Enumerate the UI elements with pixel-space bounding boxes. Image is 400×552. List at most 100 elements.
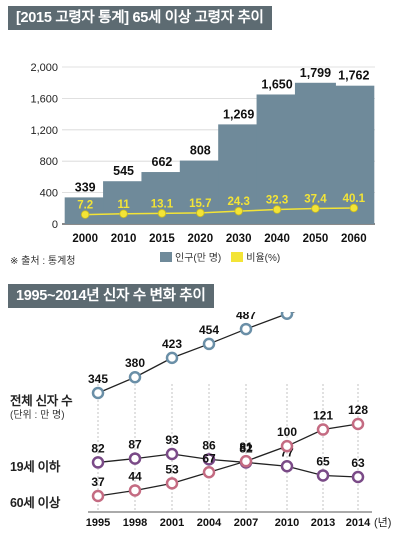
ratio-point xyxy=(196,208,205,218)
series-point xyxy=(165,351,179,365)
series-point xyxy=(202,453,216,466)
series-value-label: 454 xyxy=(199,323,219,337)
series-value-label: 67 xyxy=(202,451,216,465)
ratio-value-label: 13.1 xyxy=(151,198,174,210)
series-line xyxy=(97,312,296,394)
series-value-label: 87 xyxy=(128,438,142,452)
x-tick-label: 2015 xyxy=(149,233,175,245)
x-tick-label: 2060 xyxy=(341,233,367,245)
population-swatch xyxy=(160,251,172,262)
legend-item-ratio: 비율(%) xyxy=(231,249,280,264)
legend: 인구(만 명) 비율(%) xyxy=(160,249,280,264)
series-point xyxy=(202,466,216,479)
ratio-value-label: 32.3 xyxy=(266,195,288,207)
legend-ratio-label: 비율(%) xyxy=(246,253,281,264)
line-chart: 3453804234544875215445568287938682776563… xyxy=(86,312,372,529)
x-tick-label: 2001 xyxy=(160,517,184,529)
series-line xyxy=(97,423,359,497)
source-note: ※ 출처 : 통계청 xyxy=(10,256,76,267)
series-point xyxy=(280,460,294,473)
ratio-value-label: 24.3 xyxy=(227,196,249,208)
chart1-title: [2015 고령자 통계] 65세 이상 고령자 추이 xyxy=(8,6,272,30)
x-tick-label: 2000 xyxy=(72,233,98,245)
series-total-unit: (단위 : 만 명) xyxy=(10,410,65,421)
series-value-label: 81 xyxy=(239,440,253,454)
ratio-value-label: 11 xyxy=(117,199,130,211)
y-tick-label: 0 xyxy=(52,219,58,231)
series-value-label: 93 xyxy=(165,433,179,447)
series-value-label: 423 xyxy=(162,337,182,351)
x-tick-label: 2010 xyxy=(111,233,137,245)
series-senior-label: 60세 이상 xyxy=(10,496,61,510)
series-value-label: 380 xyxy=(125,356,145,370)
x-tick-label: 2007 xyxy=(234,517,258,529)
ratio-swatch xyxy=(231,251,244,262)
ratio-value-label: 7.2 xyxy=(77,200,93,212)
y-tick-label: 400 xyxy=(40,188,58,200)
series-point xyxy=(91,489,105,503)
bar-value-label: 1,799 xyxy=(300,66,331,80)
series-point xyxy=(91,386,105,400)
series-value-label: 65 xyxy=(316,454,330,468)
series-point xyxy=(239,322,253,336)
series-point xyxy=(316,469,330,482)
bar-value-label: 1,762 xyxy=(338,69,369,83)
bar xyxy=(294,82,336,224)
y-tick-label: 1,600 xyxy=(30,93,58,105)
ratio-value-label: 37.4 xyxy=(304,194,327,206)
x-tick-label: 2010 xyxy=(275,517,299,529)
bar xyxy=(333,85,375,224)
x-unit-label: (년) xyxy=(374,517,392,529)
series-youth-label: 19세 이하 xyxy=(10,460,61,474)
ratio-point xyxy=(234,206,243,216)
series-point xyxy=(165,447,179,461)
series-point xyxy=(316,423,330,436)
x-tick-label: 1995 xyxy=(86,517,110,529)
x-tick-label: 2013 xyxy=(311,517,335,529)
bar-value-label: 1,650 xyxy=(261,77,292,91)
series-point xyxy=(128,484,142,497)
y-tick-label: 1,200 xyxy=(30,125,58,137)
bar-value-label: 1,269 xyxy=(223,107,254,121)
ratio-point xyxy=(272,205,282,214)
bar-chart: 0 400 800 1,200 1,600 2,000 339 2000 7.2 545 2010… xyxy=(30,62,375,245)
bar-value-label: 545 xyxy=(113,164,134,178)
chart2-title: 1995~2014년 신자 수 변화 추이 xyxy=(8,284,214,308)
series-value-label: 100 xyxy=(277,425,297,439)
series-point xyxy=(280,312,294,321)
series-value-label: 345 xyxy=(88,372,108,386)
series-value-label: 53 xyxy=(165,462,179,476)
series-point xyxy=(351,470,365,484)
y-tick-label: 800 xyxy=(40,156,58,168)
legend-item-population: 인구(만 명) xyxy=(160,249,221,264)
y-tick-label: 2,000 xyxy=(30,62,58,74)
ratio-point xyxy=(80,210,90,219)
x-tick-label: 1998 xyxy=(123,517,147,529)
bar-value-label: 808 xyxy=(190,144,211,158)
ratio-value-label: 15.7 xyxy=(189,198,211,210)
ratio-value-label: 40.1 xyxy=(343,193,366,205)
series-point xyxy=(202,337,216,351)
series-value-label: 82 xyxy=(239,441,253,455)
series-value-label: 128 xyxy=(348,403,368,417)
ratio-line xyxy=(85,207,354,216)
series-total-label: 전체 신자 수 xyxy=(10,394,73,408)
bar xyxy=(256,94,298,224)
series-point xyxy=(91,456,105,469)
ratio-point xyxy=(349,203,359,213)
series-point xyxy=(165,477,179,490)
series-value-label: 44 xyxy=(128,469,142,483)
series-point xyxy=(128,452,142,465)
ratio-point xyxy=(157,209,167,218)
series-point xyxy=(280,439,294,453)
series-value-label: 86 xyxy=(202,438,216,452)
x-tick-label: 2004 xyxy=(197,517,222,529)
series-value-label: 82 xyxy=(91,441,105,455)
x-tick-label: 2050 xyxy=(303,233,329,245)
x-tick-label: 2014 xyxy=(346,517,371,529)
ratio-point xyxy=(311,204,320,213)
series-point xyxy=(128,370,142,384)
x-tick-label: 2020 xyxy=(188,233,214,245)
series-value-label: 37 xyxy=(91,475,105,489)
bar-value-label: 339 xyxy=(75,180,96,194)
